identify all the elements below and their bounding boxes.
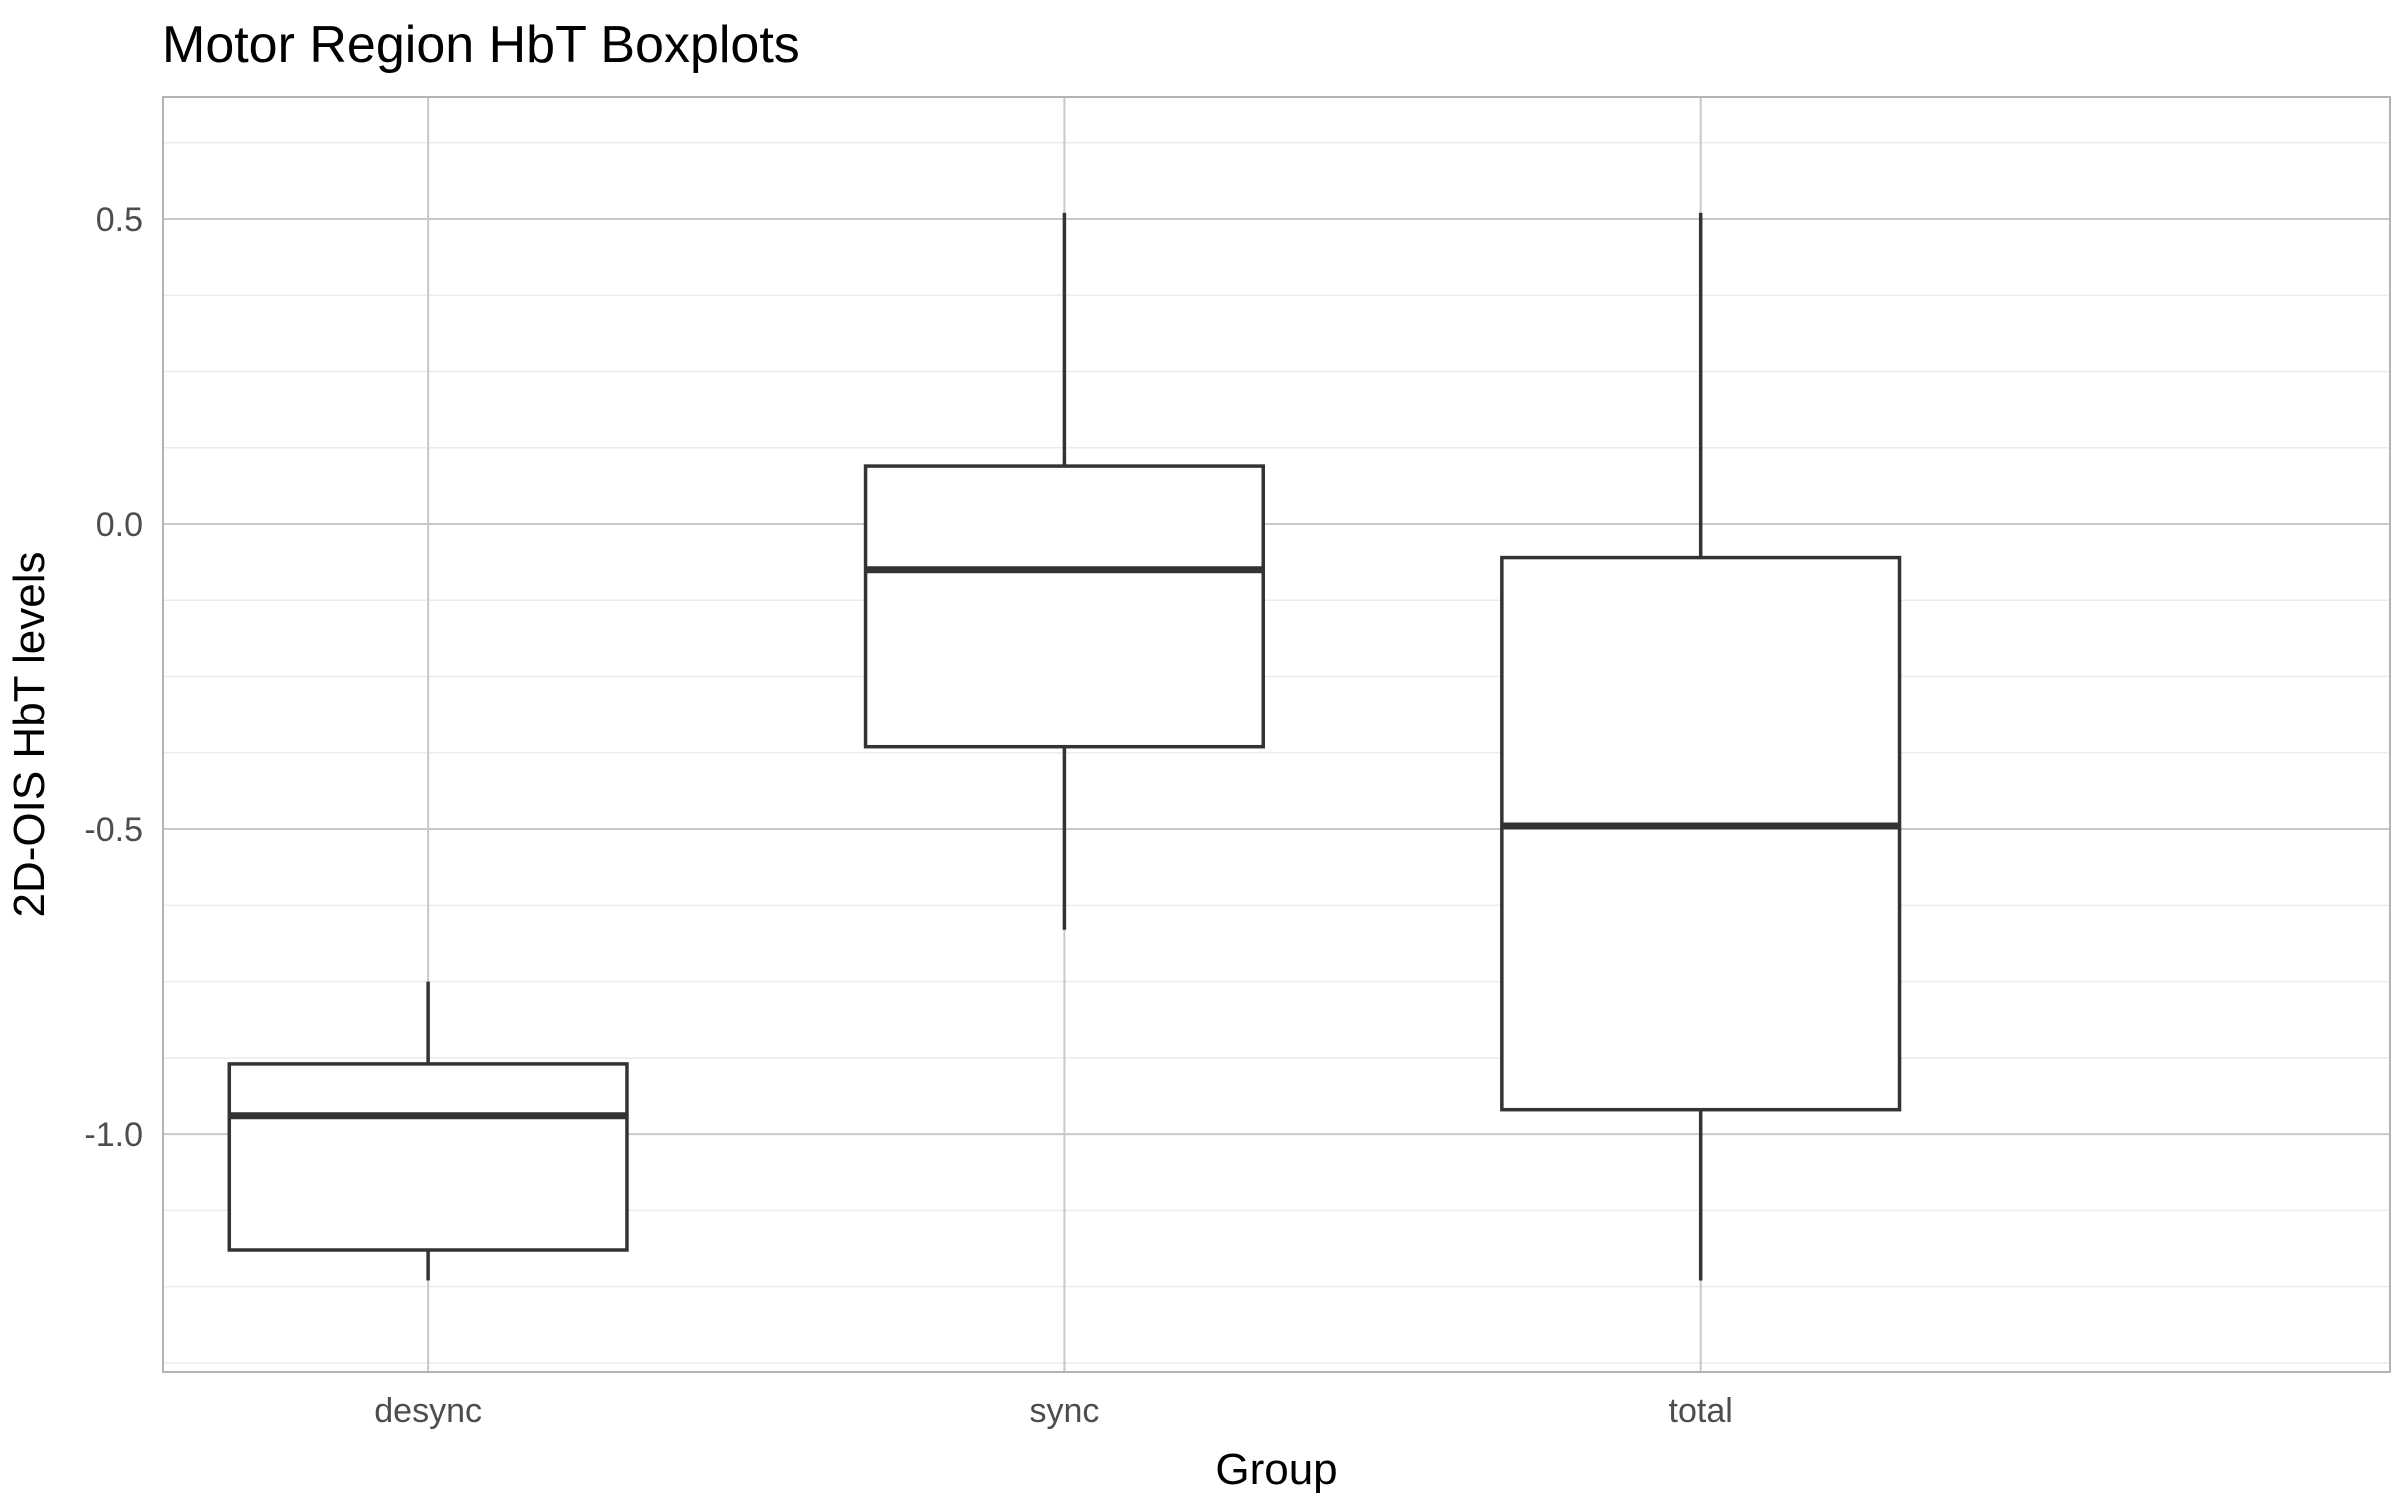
y-tick-label: -1.0: [84, 1116, 143, 1154]
y-tick-label: -0.5: [84, 811, 143, 849]
boxes: [227, 212, 1902, 1281]
box-total: [1500, 212, 1902, 1281]
x-tick-label: total: [1669, 1392, 1733, 1430]
box-sync: [863, 212, 1265, 930]
box-iqr: [227, 1062, 629, 1252]
x-axis-title: Group: [1215, 1445, 1337, 1494]
box-iqr: [1500, 555, 1902, 1112]
tick-labels: 0.5 0.0 -0.5 -1.0 desync sync total: [84, 201, 1732, 1430]
y-tick-label: 0.0: [96, 506, 143, 544]
panel-border: [162, 96, 2391, 1373]
x-tick-label: desync: [374, 1392, 482, 1430]
chart-title: Motor Region HbT Boxplots: [162, 16, 800, 74]
x-tick-label: sync: [1029, 1392, 1099, 1430]
box-iqr: [863, 464, 1265, 749]
y-tick-label: 0.5: [96, 201, 143, 239]
grid: [163, 97, 2390, 1372]
y-axis-title: 2D-OIS HbT levels: [5, 552, 54, 918]
box-desync: [227, 981, 629, 1281]
